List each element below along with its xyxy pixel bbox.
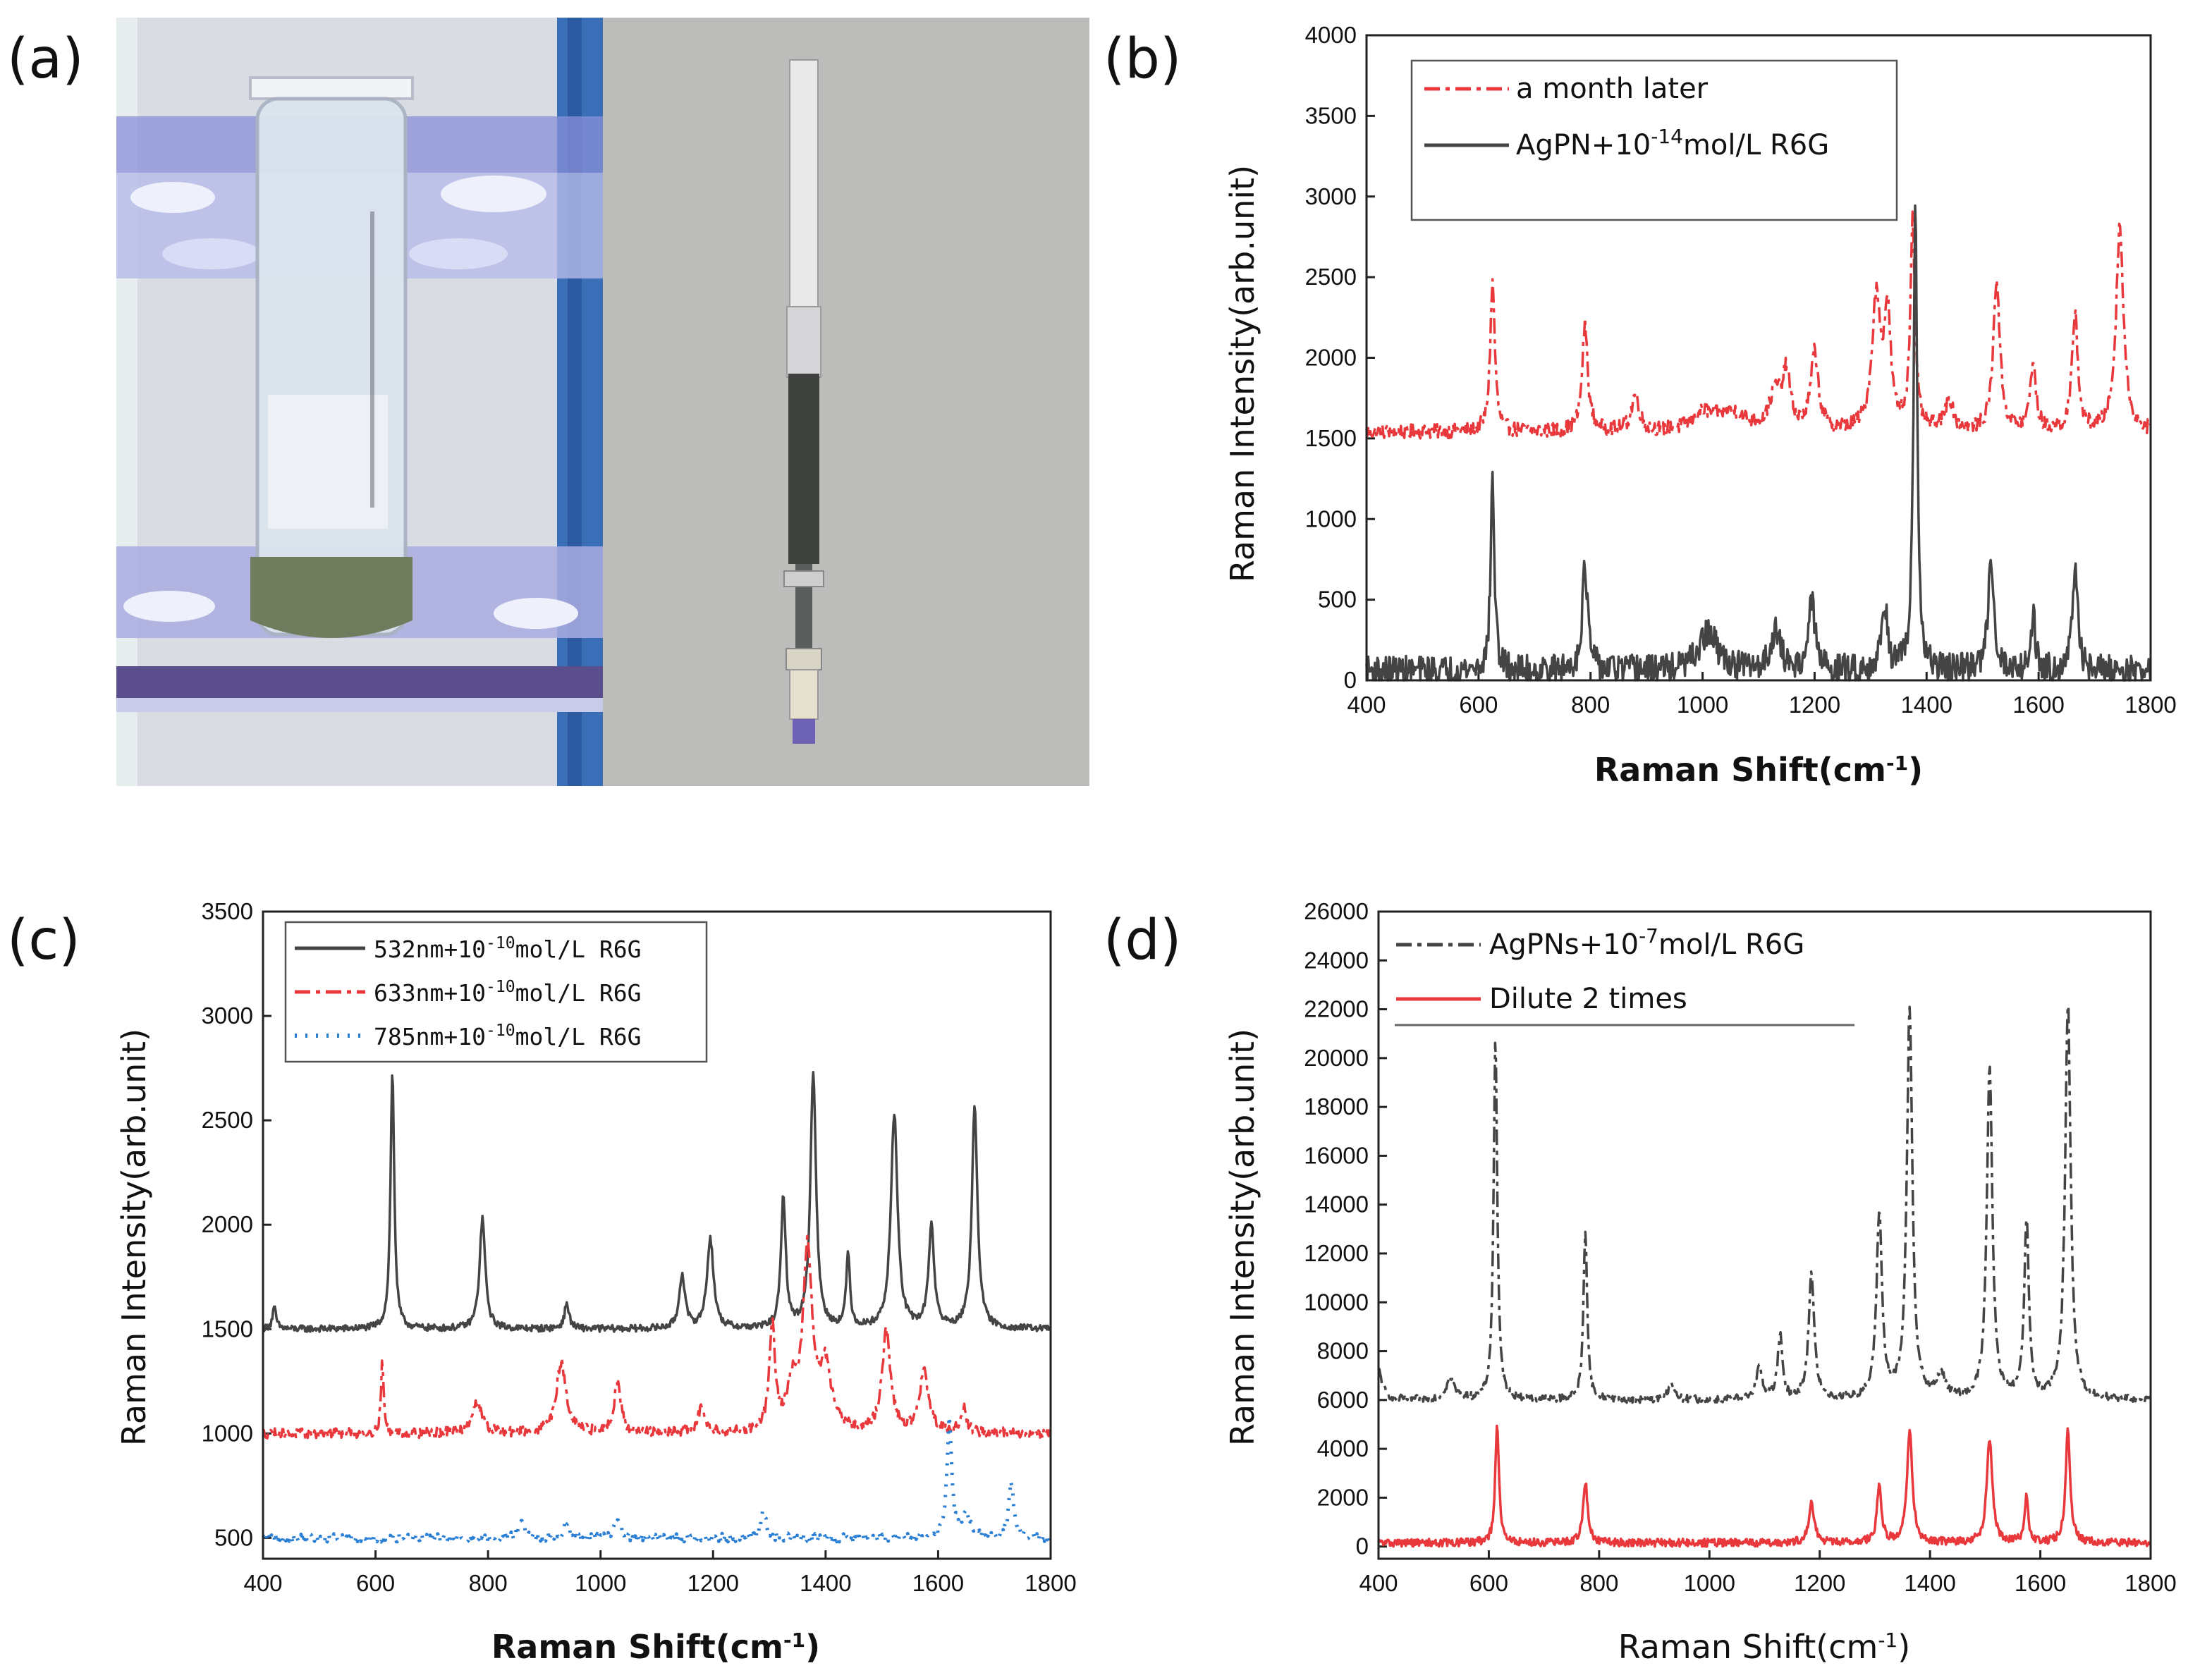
chart-d-xtick-label: 800 bbox=[1579, 1570, 1618, 1596]
panel-a-photos bbox=[116, 18, 1089, 786]
chart-b-xtick-label: 1200 bbox=[1789, 692, 1840, 718]
panel-c-label: (c) bbox=[7, 909, 80, 972]
chart-c-xtick-label: 400 bbox=[243, 1570, 282, 1596]
chart-b-ylabel: Raman Intensity(arb.unit) bbox=[1223, 165, 1261, 582]
chart-b-xlabel: Raman Shift(cm-1) bbox=[1594, 751, 1923, 789]
chart-b-plot-area bbox=[1365, 34, 2152, 682]
chart-b-xtick-label: 800 bbox=[1571, 692, 1610, 718]
chart-d-xlabel: Raman Shift(cm-1) bbox=[1618, 1628, 1910, 1666]
chart-d-ytick-label: 14000 bbox=[1304, 1191, 1369, 1218]
chart-c-legend-label: 532nm+10-10mol/L R6G bbox=[374, 934, 641, 963]
chart-c-xlabel: Raman Shift(cm-1) bbox=[491, 1628, 820, 1666]
chart-b-ytick-label: 500 bbox=[1318, 587, 1357, 613]
chart-b-ytick-label: 2000 bbox=[1305, 345, 1357, 371]
chart-c-ytick-label: 2000 bbox=[202, 1211, 253, 1237]
chart-b-series-line bbox=[1365, 210, 2152, 440]
chart-d-ytick-label: 22000 bbox=[1304, 996, 1369, 1022]
chart-c-series-line bbox=[262, 1234, 1052, 1440]
chart-d-legend-label: Dilute 2 times bbox=[1489, 983, 1687, 1015]
chart-c-ytick-label: 3500 bbox=[202, 898, 253, 924]
chart-d-ytick-label: 26000 bbox=[1304, 898, 1369, 924]
chart-d-xtick-label: 400 bbox=[1359, 1570, 1398, 1596]
chart-d-ytick-label: 0 bbox=[1356, 1533, 1369, 1559]
chart-c-xtick-label: 800 bbox=[469, 1570, 508, 1596]
chart-c-xtick-label: 600 bbox=[356, 1570, 395, 1596]
chart-d-ytick-label: 18000 bbox=[1304, 1093, 1369, 1120]
chart-c-plot-area bbox=[262, 910, 1052, 1560]
panel-b-label: (b) bbox=[1104, 27, 1181, 91]
chart-d-xtick-label: 1400 bbox=[1904, 1570, 1955, 1596]
chart-d-legend-label: AgPNs+10-7mol/L R6G bbox=[1489, 924, 1804, 962]
chart-d: (d) 400 600 800 1000 1200 1400 1600 18000200040… bbox=[1104, 898, 2177, 1666]
chart-c-xtick-label: 1800 bbox=[1025, 1570, 1076, 1596]
chart-b-xtick-label: 400 bbox=[1347, 692, 1386, 718]
chart-d-ytick-label: 12000 bbox=[1304, 1240, 1369, 1266]
chart-b-xtick-label: 600 bbox=[1459, 692, 1498, 718]
chart-c-series-line bbox=[262, 1071, 1052, 1333]
chart-b: (b) 400 600 800 1000 1200 1400 1600 1800 0 500 100… bbox=[1104, 22, 2177, 789]
needle-photo bbox=[603, 18, 1089, 786]
chart-c-series-line bbox=[261, 1414, 1052, 1544]
chart-b-ytick-label: 1500 bbox=[1305, 425, 1357, 451]
chart-b-ytick-label: 1000 bbox=[1305, 505, 1357, 532]
chart-c-xtick-label: 1200 bbox=[687, 1570, 739, 1596]
chart-d-ylabel: Raman Intensity(arb.unit) bbox=[1223, 1029, 1261, 1446]
chart-d-xtick-label: 1800 bbox=[2125, 1570, 2176, 1596]
chart-b-ytick-label: 3000 bbox=[1305, 183, 1357, 209]
chart-c-ytick-label: 500 bbox=[214, 1524, 253, 1550]
chart-b-series-line bbox=[1365, 204, 2152, 682]
chart-b-legend-label: AgPN+10-14mol/L R6G bbox=[1516, 125, 1829, 162]
chart-d-ytick-label: 6000 bbox=[1317, 1387, 1369, 1413]
chart-c-ytick-label: 1000 bbox=[202, 1420, 253, 1446]
tube-in-rack-photo bbox=[116, 18, 603, 786]
chart-b-ytick-label: 0 bbox=[1344, 667, 1357, 693]
chart-d-ytick-label: 10000 bbox=[1304, 1289, 1369, 1315]
chart-c-xtick-label: 1400 bbox=[800, 1570, 851, 1596]
chart-d-ytick-label: 16000 bbox=[1304, 1142, 1369, 1168]
chart-b-xtick-label: 1400 bbox=[1901, 692, 1952, 718]
chart-d-xtick-label: 1600 bbox=[2015, 1570, 2066, 1596]
chart-d-ytick-label: 8000 bbox=[1317, 1338, 1369, 1364]
chart-d-ytick-label: 24000 bbox=[1304, 947, 1369, 973]
chart-c-legend bbox=[284, 921, 708, 1063]
chart-c-legend-label: 633nm+10-10mol/L R6G bbox=[374, 978, 641, 1007]
chart-c-xtick-label: 1600 bbox=[912, 1570, 964, 1596]
chart-c-ylabel: Raman Intensity(arb.unit) bbox=[115, 1029, 153, 1446]
chart-b-xtick-label: 1000 bbox=[1677, 692, 1728, 718]
chart-c-legend-label: 785nm+10-10mol/L R6G bbox=[374, 1022, 641, 1050]
chart-c-xtick-label: 1000 bbox=[575, 1570, 626, 1596]
chart-d-series-line bbox=[1377, 1004, 2152, 1404]
chart-d-xtick-label: 600 bbox=[1469, 1570, 1508, 1596]
chart-d-series-line bbox=[1377, 1424, 2151, 1548]
chart-d-xtick-label: 1000 bbox=[1684, 1570, 1735, 1596]
chart-c: (c) 400 600 800 1000 1200 1400 1600 1800 500 1000… bbox=[7, 898, 1077, 1666]
chart-c-ytick-label: 1500 bbox=[202, 1316, 253, 1342]
chart-d-ytick-label: 4000 bbox=[1317, 1435, 1369, 1461]
chart-b-legend-label: a month later bbox=[1516, 73, 1709, 105]
chart-d-plot-area bbox=[1377, 910, 2152, 1560]
chart-b-ytick-label: 2500 bbox=[1305, 264, 1357, 290]
panel-a-label: (a) bbox=[7, 27, 84, 91]
chart-b-xtick-label: 1800 bbox=[2125, 692, 2176, 718]
chart-d-ytick-label: 2000 bbox=[1317, 1484, 1369, 1510]
chart-d-ytick-label: 20000 bbox=[1304, 1045, 1369, 1071]
chart-d-xtick-label: 1200 bbox=[1794, 1570, 1845, 1596]
chart-b-ytick-label: 3500 bbox=[1305, 102, 1357, 128]
chart-b-xtick-label: 1600 bbox=[2012, 692, 2064, 718]
chart-b-ytick-label: 4000 bbox=[1305, 22, 1357, 48]
panel-d-label: (d) bbox=[1104, 909, 1181, 972]
chart-c-ytick-label: 3000 bbox=[202, 1003, 253, 1029]
chart-c-ytick-label: 2500 bbox=[202, 1107, 253, 1133]
